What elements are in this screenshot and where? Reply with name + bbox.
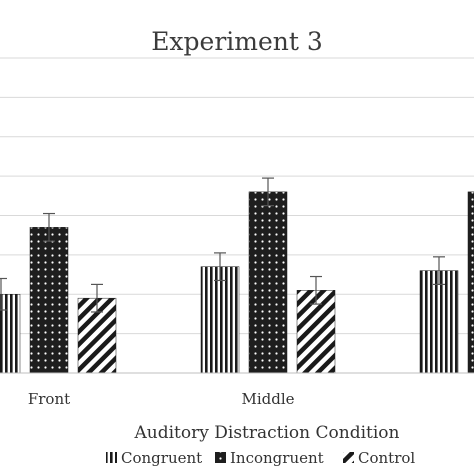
legend-label: Control: [358, 449, 415, 467]
gridlines: [0, 57, 474, 335]
x-tick-label: Front: [28, 390, 70, 408]
x-tick-label: Middle: [241, 390, 294, 408]
error-bars-group: [0, 177, 445, 313]
legend-swatch: [343, 452, 354, 463]
legend: Congruent Incongruent Control: [106, 449, 415, 467]
legend-swatch: [215, 452, 226, 463]
bars-group: [0, 191, 474, 374]
bar: [467, 191, 474, 374]
bar: [29, 227, 69, 374]
legend-swatch: [106, 452, 117, 463]
bar: [0, 294, 21, 374]
x-axis-label: Auditory Distraction Condition: [134, 423, 400, 443]
chart-title: Experiment 3: [151, 27, 323, 56]
bar: [419, 270, 459, 374]
x-tick-labels: FrontMiddleB: [28, 390, 295, 408]
bar: [200, 266, 240, 374]
legend-label: Congruent: [121, 449, 202, 467]
legend-label: Incongruent: [230, 449, 324, 467]
bar: [248, 191, 288, 374]
